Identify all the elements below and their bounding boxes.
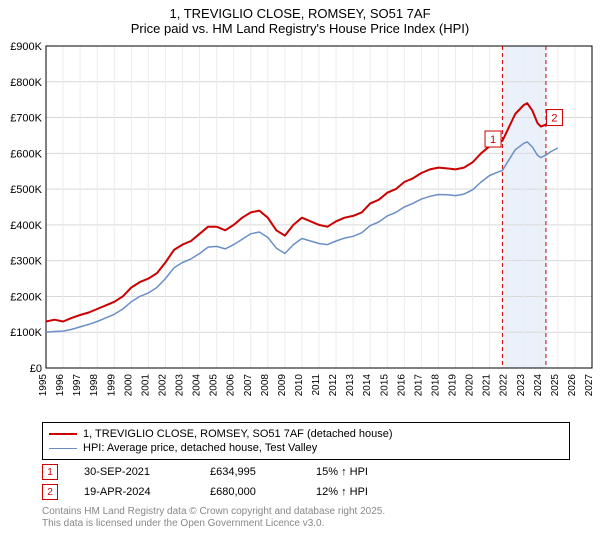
title-line-2: Price paid vs. HM Land Registry's House …	[0, 21, 600, 36]
svg-text:2011: 2011	[311, 374, 322, 396]
marker-row: 2 19-APR-2024 £680,000 12% ↑ HPI	[42, 482, 570, 502]
svg-text:1998: 1998	[89, 374, 100, 397]
legend-item: 1, TREVIGLIO CLOSE, ROMSEY, SO51 7AF (de…	[49, 427, 563, 441]
svg-text:£600K: £600K	[10, 148, 42, 160]
marker-price: £680,000	[210, 486, 290, 498]
svg-text:2019: 2019	[448, 374, 459, 397]
footer-line-1: Contains HM Land Registry data © Crown c…	[42, 506, 570, 518]
svg-text:£700K: £700K	[10, 113, 42, 125]
svg-text:2021: 2021	[482, 374, 493, 397]
line-chart: £0 £100K £200K £300K £400K £500K £600K £700K £80…	[0, 38, 600, 418]
svg-text:2006: 2006	[226, 374, 237, 397]
svg-text:1: 1	[490, 134, 496, 146]
svg-text:2: 2	[551, 113, 557, 125]
svg-text:1995: 1995	[38, 374, 49, 397]
svg-text:£200K: £200K	[10, 291, 42, 303]
svg-text:2025: 2025	[550, 374, 561, 397]
svg-text:2004: 2004	[192, 374, 203, 397]
svg-text:2014: 2014	[362, 374, 373, 397]
marker-table: 1 30-SEP-2021 £634,995 15% ↑ HPI 2 19-APR-202…	[42, 462, 570, 502]
svg-text:2024: 2024	[533, 374, 544, 397]
svg-text:2001: 2001	[140, 374, 151, 397]
svg-text:2013: 2013	[345, 374, 356, 397]
svg-text:2015: 2015	[379, 374, 390, 397]
svg-text:2000: 2000	[123, 374, 134, 397]
svg-text:2018: 2018	[430, 374, 441, 397]
svg-text:£300K: £300K	[10, 256, 42, 268]
title-line-1: 1, TREVIGLIO CLOSE, ROMSEY, SO51 7AF	[0, 6, 600, 21]
legend-swatch	[49, 433, 77, 435]
svg-text:2005: 2005	[209, 374, 220, 397]
svg-text:2017: 2017	[413, 374, 424, 397]
marker-badge: 2	[42, 484, 58, 500]
svg-text:2008: 2008	[260, 374, 271, 397]
svg-text:2009: 2009	[277, 374, 288, 397]
footer: Contains HM Land Registry data © Crown c…	[42, 506, 570, 530]
svg-text:£900K: £900K	[10, 41, 42, 53]
svg-text:£800K: £800K	[10, 77, 42, 89]
legend-item: HPI: Average price, detached house, Test…	[49, 441, 563, 455]
svg-text:£0: £0	[30, 363, 42, 375]
legend-label: HPI: Average price, detached house, Test…	[83, 441, 317, 455]
chart-area: £0 £100K £200K £300K £400K £500K £600K £700K £80…	[0, 38, 600, 418]
svg-text:2020: 2020	[465, 374, 476, 397]
svg-text:2023: 2023	[516, 374, 527, 397]
svg-text:£400K: £400K	[10, 220, 42, 232]
svg-text:£500K: £500K	[10, 184, 42, 196]
svg-text:2010: 2010	[294, 374, 305, 397]
svg-text:2026: 2026	[567, 374, 578, 397]
legend: 1, TREVIGLIO CLOSE, ROMSEY, SO51 7AF (de…	[42, 422, 570, 460]
svg-text:2012: 2012	[328, 374, 339, 397]
svg-text:1999: 1999	[106, 374, 117, 397]
footer-line-2: This data is licensed under the Open Gov…	[42, 518, 570, 530]
marker-row: 1 30-SEP-2021 £634,995 15% ↑ HPI	[42, 462, 570, 482]
legend-label: 1, TREVIGLIO CLOSE, ROMSEY, SO51 7AF (de…	[83, 427, 393, 441]
svg-text:2003: 2003	[175, 374, 186, 397]
marker-pct: 15% ↑ HPI	[316, 466, 368, 478]
marker-date: 30-SEP-2021	[84, 466, 184, 478]
svg-text:2022: 2022	[499, 374, 510, 397]
marker-badge: 1	[42, 464, 58, 480]
svg-text:£100K: £100K	[10, 327, 42, 339]
marker-date: 19-APR-2024	[84, 486, 184, 498]
svg-text:2027: 2027	[584, 374, 595, 397]
chart-container: 1, TREVIGLIO CLOSE, ROMSEY, SO51 7AF Pri…	[0, 0, 600, 560]
svg-text:2016: 2016	[396, 374, 407, 397]
marker-pct: 12% ↑ HPI	[316, 486, 368, 498]
svg-text:2007: 2007	[243, 374, 254, 397]
legend-swatch	[49, 448, 77, 449]
svg-text:1996: 1996	[55, 374, 66, 397]
marker-price: £634,995	[210, 466, 290, 478]
svg-text:2002: 2002	[157, 374, 168, 397]
svg-text:1997: 1997	[72, 374, 83, 397]
title-area: 1, TREVIGLIO CLOSE, ROMSEY, SO51 7AF Pri…	[0, 0, 600, 38]
